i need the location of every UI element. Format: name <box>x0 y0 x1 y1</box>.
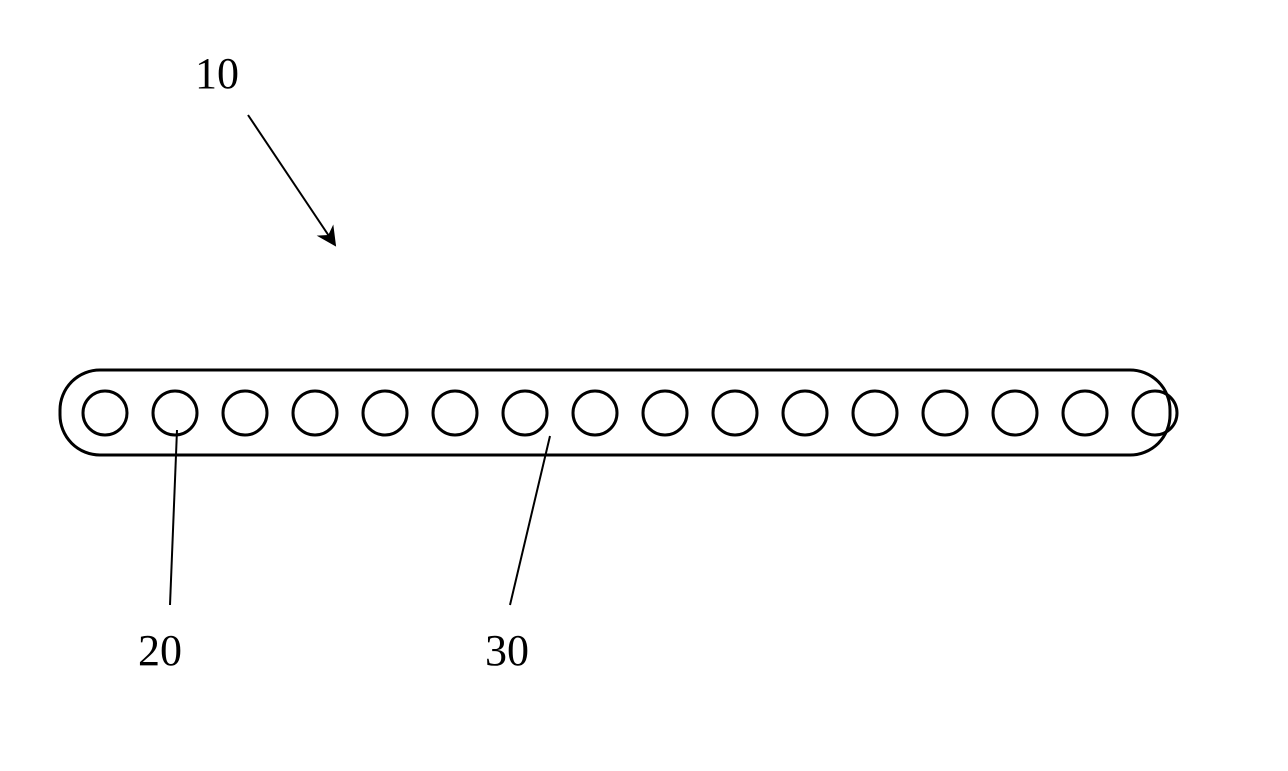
hole-circle <box>83 391 127 435</box>
callout-label-20: 20 <box>138 625 182 676</box>
hole-circle <box>923 391 967 435</box>
plate-body <box>60 370 1170 455</box>
hole-circle <box>433 391 477 435</box>
hole-circle <box>503 391 547 435</box>
hole-circle <box>643 391 687 435</box>
hole-circle <box>993 391 1037 435</box>
hole-circle <box>713 391 757 435</box>
callout-line-30 <box>510 436 550 605</box>
diagram-svg <box>0 0 1288 771</box>
callout-label-30: 30 <box>485 625 529 676</box>
hole-circle <box>853 391 897 435</box>
callout-label-10: 10 <box>195 48 239 99</box>
hole-circle <box>293 391 337 435</box>
hole-circle <box>223 391 267 435</box>
hole-circle <box>783 391 827 435</box>
callout-line-10 <box>248 115 335 245</box>
diagram-stage: 10 20 30 <box>0 0 1288 771</box>
hole-circle <box>573 391 617 435</box>
hole-circle <box>153 391 197 435</box>
hole-circle <box>1063 391 1107 435</box>
hole-circle <box>363 391 407 435</box>
